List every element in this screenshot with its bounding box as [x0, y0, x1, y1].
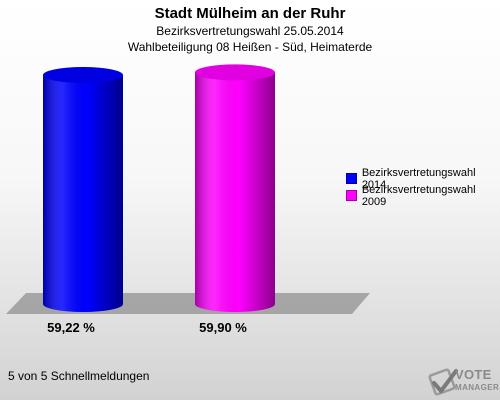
legend-swatch-2009: [346, 190, 357, 201]
bar-1-cap-shade: [195, 64, 275, 81]
bar-1-cap: [195, 64, 275, 81]
logo-line-manager: MANAGER: [455, 383, 500, 392]
bar-1-value-label: 59,90 %: [199, 320, 247, 335]
logo-line-vote: VOTE: [455, 367, 492, 382]
bar-0-cap: [43, 67, 123, 84]
chart-subtitle-district: Wahlbeteiligung 08 Heißen - Süd, Heimate…: [127, 40, 373, 54]
legend-label-2014: Bezirksvertretungswahl 2014: [361, 166, 476, 191]
legend-item-2009: Bezirksvertretungswahl 2009: [346, 184, 500, 208]
legend-item-2014: Bezirksvertretungswahl 2014: [346, 167, 500, 191]
logo-wordmark: VOTE MANAGER: [455, 368, 499, 394]
bar-1-shading: [195, 72, 275, 313]
bar-0-shading: [43, 75, 123, 313]
vote-manager-logo: VOTE MANAGER: [428, 366, 499, 398]
bar-0-value-label: 59,22 %: [47, 320, 95, 335]
chart-legend: Bezirksvertretungswahl 2014 Bezirksvertr…: [346, 167, 500, 208]
checkmark-ballot-icon: [428, 368, 458, 396]
chart-title: Stadt Mülheim an der Ruhr: [154, 5, 346, 22]
bar-0-cap-shade: [43, 67, 123, 84]
chart-header: Stadt Mülheim an der Ruhr Bezirksvertret…: [0, 4, 500, 55]
chart-subtitle-election: Bezirksvertretungswahl 25.05.2014: [156, 24, 344, 38]
legend-label-2009: Bezirksvertretungswahl 2009: [361, 183, 476, 208]
reporting-status: 5 von 5 Schnellmeldungen: [8, 369, 150, 383]
legend-swatch-2014: [346, 173, 357, 184]
